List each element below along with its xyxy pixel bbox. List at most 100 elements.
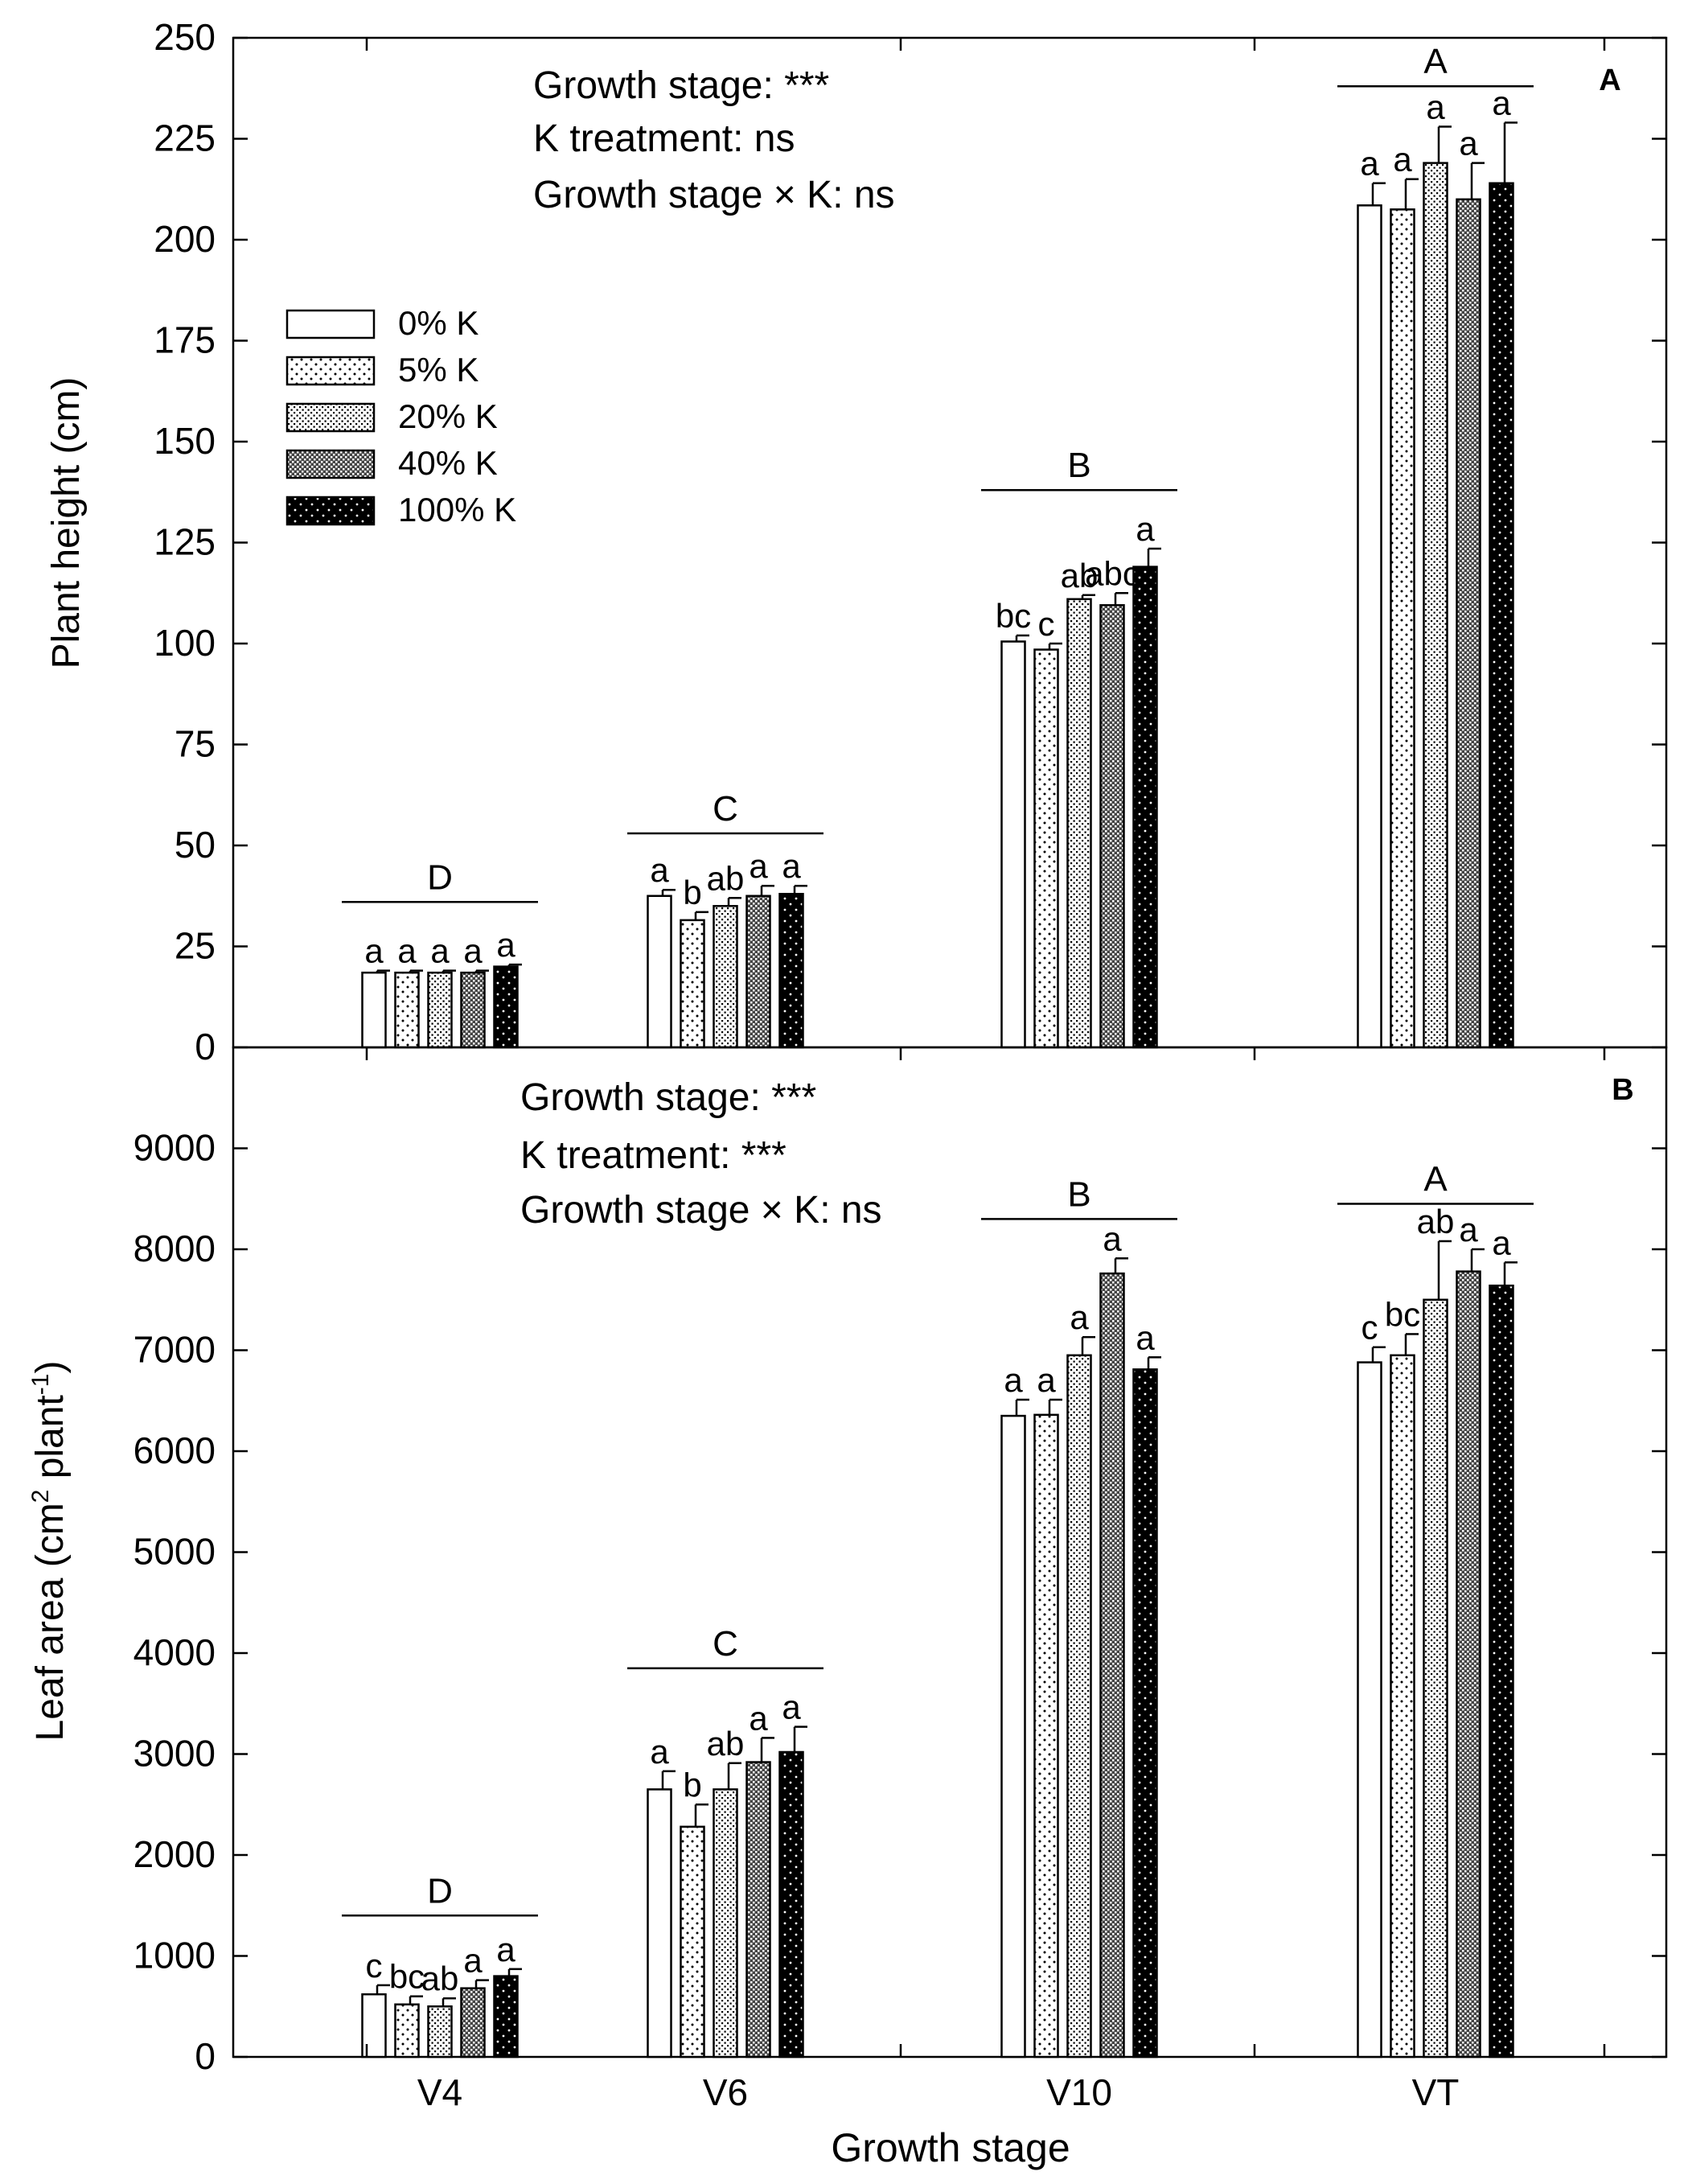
panel-a-bar bbox=[493, 965, 519, 1049]
panel-a-y-tick-label: 175 bbox=[154, 319, 216, 361]
panel-b-bar bbox=[1033, 1413, 1059, 2059]
panel-b-group-letters: D C B A bbox=[342, 1160, 1534, 1917]
panel-b-y-tick-label: 0 bbox=[195, 2035, 216, 2077]
panel-a-bar-letter: a bbox=[397, 932, 417, 970]
panel-b-bar bbox=[745, 1761, 771, 2059]
panel-a-bar bbox=[1066, 598, 1092, 1049]
panel-a-y-tick-label: 50 bbox=[175, 824, 216, 866]
legend-label: 5% K bbox=[398, 351, 478, 389]
panel-b-bar bbox=[1132, 1368, 1158, 2059]
x-axis-tick-label: V10 bbox=[1046, 2071, 1112, 2113]
panel-a-group-letter: C bbox=[713, 789, 738, 829]
panel-a-bar bbox=[1456, 198, 1481, 1049]
panel-b-ylabel: Leaf area (cm2 plant-1) bbox=[27, 1361, 72, 1742]
panel-b-bar-letter: a bbox=[1459, 1211, 1478, 1248]
legend-label: 20% K bbox=[398, 397, 498, 435]
panel-a-bar-letter: ab bbox=[1061, 557, 1099, 594]
panel-b-bar-letter: ab bbox=[707, 1725, 745, 1762]
panel-a-bar-letter: a bbox=[496, 926, 515, 964]
panel-a-y-tick-label: 125 bbox=[154, 521, 216, 563]
panel-b-y-tick-label: 7000 bbox=[133, 1329, 216, 1371]
panel-b-bar-letter: c bbox=[366, 1947, 383, 1985]
panel-b: 0 1000 2000 3000 4000 5000 6000 7000 8000 9000 c a… bbox=[27, 1046, 1668, 2077]
panel-b-bar-letter: bc bbox=[1385, 1295, 1420, 1333]
panel-a-bar-letter: c bbox=[1038, 605, 1055, 643]
panel-a-bar bbox=[745, 895, 771, 1049]
panel-b-ylabel-sup1: 2 bbox=[27, 1490, 54, 1503]
panel-a-bar-letter: a bbox=[1136, 510, 1155, 548]
panel-a-group-letter: B bbox=[1067, 446, 1090, 485]
panel-b-annotation-1: Growth stage: *** bbox=[520, 1076, 816, 1119]
panel-b-bar-letter: ab bbox=[421, 1960, 459, 1997]
panel-a-bar bbox=[647, 895, 672, 1049]
panel-b-bar bbox=[1000, 1414, 1026, 2059]
panel-a-group-letters: D C B A bbox=[342, 42, 1534, 903]
panel-b-bar bbox=[1456, 1270, 1481, 2059]
panel-b-bar bbox=[680, 1825, 705, 2059]
x-axis-tick-label: VT bbox=[1412, 2071, 1460, 2113]
panel-a-bar bbox=[1390, 208, 1415, 1049]
panel-b-y-tick-label: 6000 bbox=[133, 1429, 216, 1471]
panel-a-bar-letter: a bbox=[1492, 84, 1511, 121]
panel-b-bar-letter: a bbox=[1037, 1361, 1056, 1399]
legend-label: 40% K bbox=[398, 444, 498, 482]
legend-swatch bbox=[285, 402, 376, 433]
panel-a-y-axis: 0 25 50 75 100 125 150 175 200 225 250 bbox=[154, 16, 1666, 1067]
panel-b-bar-letter: a bbox=[463, 1942, 483, 1980]
panel-b-bar bbox=[1357, 1361, 1382, 2059]
panel-b-bar-letter: a bbox=[1136, 1318, 1155, 1356]
panel-a-ylabel: Plant height (cm) bbox=[45, 377, 88, 669]
panel-a-bar-letter: a bbox=[1426, 88, 1445, 125]
panel-b-bar-letter: b bbox=[683, 1766, 701, 1804]
panel-b-bar bbox=[361, 1993, 387, 2059]
panel-a-bar bbox=[394, 971, 420, 1049]
panel-a-y-tick-label: 0 bbox=[195, 1026, 216, 1067]
x-axis-label: Growth stage bbox=[831, 2125, 1070, 2170]
panel-a-bar bbox=[1033, 648, 1059, 1049]
panel-b-bar bbox=[713, 1788, 738, 2059]
panel-a-y-tick-label: 75 bbox=[175, 723, 216, 765]
legend: 0% K 5% K 20% K 40% K 100% K bbox=[285, 304, 516, 529]
panel-a-bar bbox=[361, 971, 387, 1049]
panel-b-y-tick-label: 3000 bbox=[133, 1733, 216, 1775]
panel-b-bar bbox=[427, 2005, 453, 2059]
panel-a-y-tick-label: 150 bbox=[154, 420, 216, 462]
panel-a-bar-letter: abc bbox=[1085, 554, 1140, 592]
panel-b-annotation-2: K treatment: *** bbox=[520, 1134, 787, 1177]
panel-a-bar bbox=[1000, 640, 1026, 1049]
panel-b-bar-letter: a bbox=[650, 1733, 669, 1771]
panel-a-bar-letter: a bbox=[364, 932, 384, 970]
panel-a-bar-letter: a bbox=[1360, 145, 1379, 183]
panel-b-bar-letter: c bbox=[1361, 1309, 1378, 1347]
panel-a-bar-letter: a bbox=[782, 847, 801, 885]
panel-a-annotation-2: K treatment: ns bbox=[533, 117, 795, 160]
panel-b-y-tick-label: 5000 bbox=[133, 1531, 216, 1573]
panel-b-bar-letter: a bbox=[496, 1931, 515, 1968]
panel-a-bar bbox=[680, 919, 705, 1049]
panel-a-y-tick-label: 100 bbox=[154, 622, 216, 664]
panel-a-bar bbox=[1357, 204, 1382, 1049]
panel-a-bar-letter: a bbox=[430, 932, 450, 970]
panel-b-bar bbox=[493, 1975, 519, 2059]
panel-b-bar bbox=[1099, 1272, 1125, 2059]
legend-swatch bbox=[285, 356, 376, 386]
panel-b-bar bbox=[647, 1788, 672, 2059]
panel-b-y-tick-label: 9000 bbox=[133, 1127, 216, 1169]
panel-a-label: A bbox=[1599, 64, 1620, 97]
panel-a-annotation-1: Growth stage: *** bbox=[533, 64, 829, 107]
panel-a-bar-letter: bc bbox=[996, 597, 1031, 635]
x-axis-tick-label: V4 bbox=[417, 2071, 462, 2113]
panel-b-group-letter: C bbox=[713, 1624, 738, 1664]
panel-b-annotation-3: Growth stage × K: ns bbox=[520, 1189, 882, 1232]
panel-a-bar bbox=[1132, 566, 1158, 1049]
panel-b-y-axis: 0 1000 2000 3000 4000 5000 6000 7000 8000 9000 bbox=[133, 1127, 1666, 2077]
panel-b-ylabel-sup2: -1 bbox=[27, 1374, 54, 1396]
panel-b-y-tick-label: 2000 bbox=[133, 1833, 216, 1875]
panel-b-bar-letter: ab bbox=[1417, 1203, 1455, 1240]
panel-a-bar bbox=[1489, 182, 1514, 1049]
panel-a-bar bbox=[778, 892, 804, 1049]
panel-b-bar bbox=[1489, 1284, 1514, 2059]
panel-b-group-letter: D bbox=[427, 1871, 453, 1910]
panel-a-bar-letter: a bbox=[749, 847, 768, 885]
